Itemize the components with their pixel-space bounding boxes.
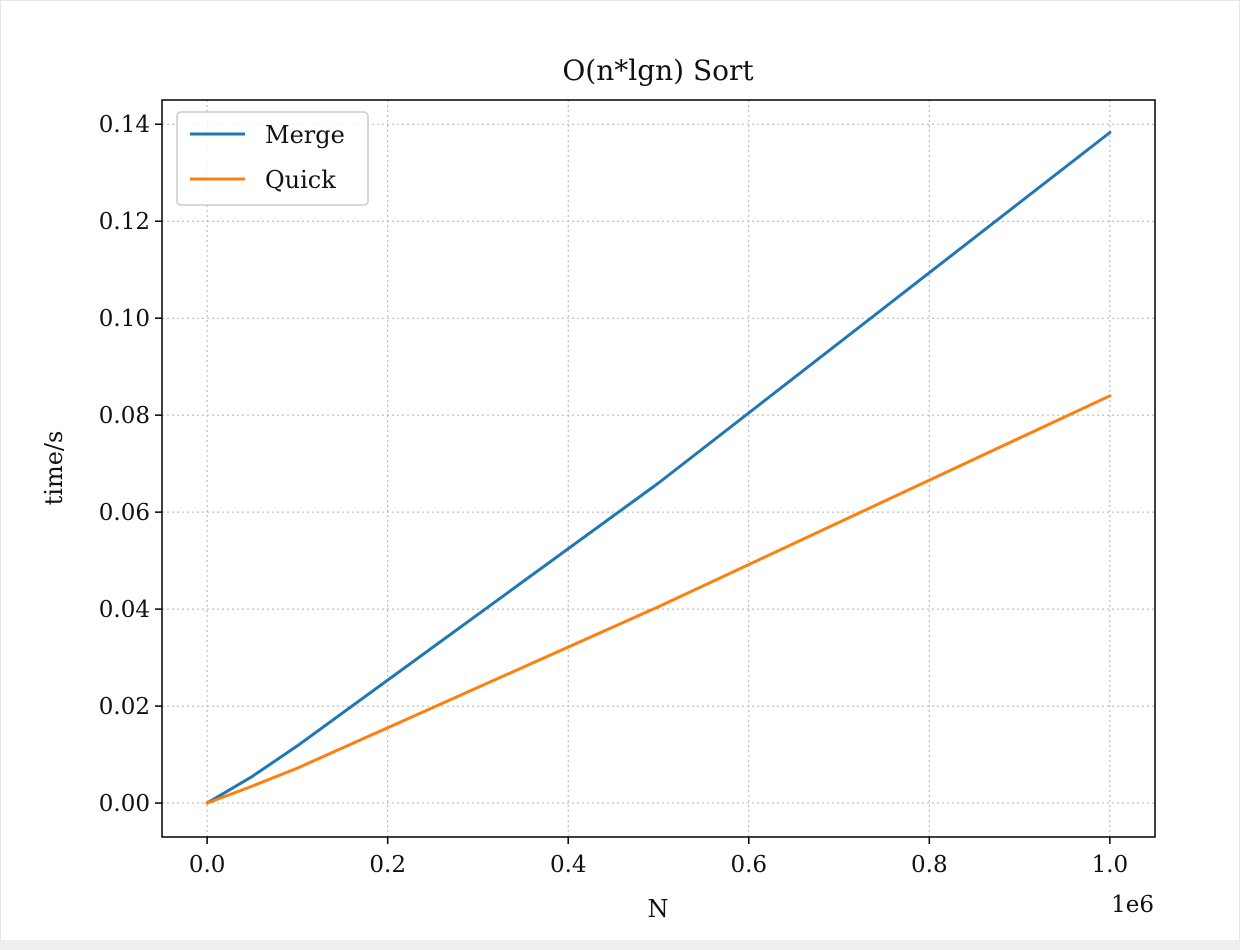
grid-lines bbox=[162, 100, 1155, 837]
x-axis-ticks: 0.0 0.2 0.4 0.6 0.8 1.0 bbox=[189, 837, 1128, 878]
y-axis-label: time/s bbox=[40, 431, 68, 506]
y-axis-ticks: 0.00 0.02 0.04 0.06 0.08 0.10 0.12 0.14 bbox=[99, 112, 162, 817]
y-tick-label: 0.00 bbox=[99, 791, 150, 817]
y-tick-label: 0.08 bbox=[99, 403, 150, 429]
y-tick-label: 0.06 bbox=[99, 500, 150, 526]
legend-label-merge: Merge bbox=[265, 121, 345, 149]
y-tick-label: 0.04 bbox=[99, 597, 150, 623]
chart-title: O(n*lgn) Sort bbox=[562, 54, 754, 87]
series-line-merge bbox=[205, 131, 1112, 805]
x-tick-label: 0.4 bbox=[550, 852, 587, 878]
series-lines bbox=[205, 131, 1112, 805]
x-axis-label: N bbox=[648, 895, 669, 923]
y-tick-label: 0.02 bbox=[99, 694, 150, 720]
y-tick-label: 0.14 bbox=[99, 112, 150, 138]
x-tick-label: 0.0 bbox=[189, 852, 226, 878]
x-tick-label: 0.2 bbox=[369, 852, 406, 878]
plot-area-frame bbox=[161, 99, 1156, 838]
legend-label-quick: Quick bbox=[265, 166, 336, 194]
x-axis-offset-label: 1e6 bbox=[1111, 892, 1154, 918]
legend: Merge Quick bbox=[176, 111, 369, 206]
y-tick-label: 0.12 bbox=[99, 209, 150, 235]
y-tick-label: 0.10 bbox=[99, 306, 150, 332]
x-tick-label: 1.0 bbox=[1092, 852, 1129, 878]
x-tick-label: 0.8 bbox=[911, 852, 948, 878]
series-line-quick bbox=[205, 394, 1112, 805]
x-tick-label: 0.6 bbox=[730, 852, 767, 878]
bottom-strip bbox=[0, 940, 1240, 950]
